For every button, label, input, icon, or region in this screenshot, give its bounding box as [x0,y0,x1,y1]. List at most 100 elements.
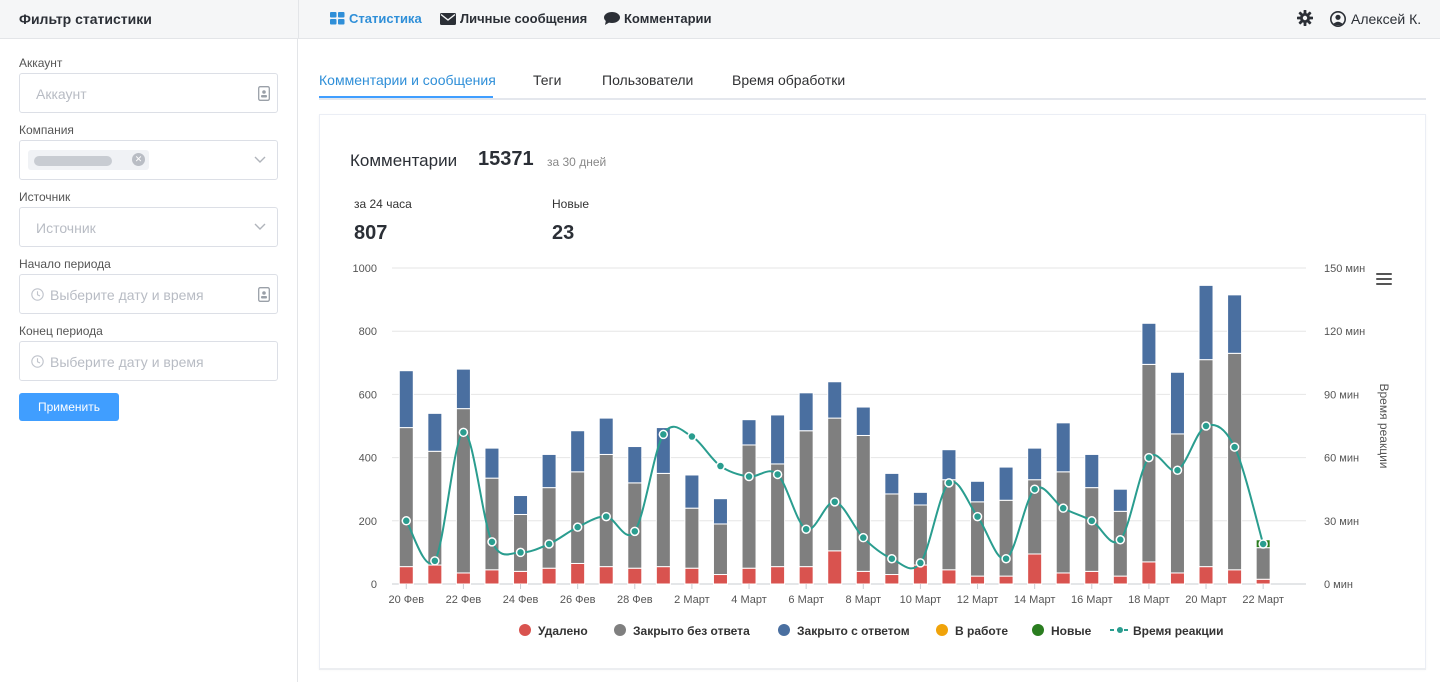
y-tick-label: 1000 [353,263,377,275]
bar-deleted [1255,578,1271,585]
tab-users[interactable]: Пользователи [602,72,694,88]
reaction-time-point [829,497,840,507]
bar-closed-no-reply [1169,433,1185,574]
nav-comments[interactable]: Комментарии [604,11,712,26]
source-label: Источник [19,190,71,204]
bar-deleted [941,569,957,585]
bar-deleted [455,572,471,585]
reaction-time-point [430,556,440,566]
end-label: Конец периода [19,324,103,338]
tab-tags[interactable]: Теги [533,72,562,88]
bar-closed-no-reply [627,482,643,569]
nav-messages[interactable]: Личные сообщения [440,11,587,26]
bar-closed-reply [598,417,614,455]
chevron-down-icon [254,223,266,230]
x-tick-label: 16 Март [1071,594,1113,606]
bar-closed-reply [484,447,500,479]
account-input[interactable]: Аккаунт [19,73,278,113]
legend-deleted-label: Удалено [538,624,588,638]
source-placeholder: Источник [36,220,96,236]
bar-closed-reply [1027,447,1043,481]
bar-deleted [770,566,786,585]
bar-closed-no-reply [513,513,529,572]
bar-deleted [998,575,1014,585]
start-date-input[interactable]: Выберите дату и время [19,274,278,314]
reaction-time-point [744,471,754,482]
bar-closed-reply [884,472,900,495]
legend-new-marker [1032,624,1044,636]
gear-icon[interactable] [1297,10,1313,26]
tab-processing-time[interactable]: Время обработки [732,72,846,88]
bar-closed-no-reply [855,434,871,572]
reaction-time-point [944,478,954,488]
reaction-time-point [544,539,554,549]
bar-deleted [970,575,986,585]
legend-deleted-marker [519,624,531,636]
x-tick-label: 10 Март [900,594,942,606]
bar-closed-reply [684,474,700,509]
y2-tick-label: 150 мин [1324,263,1365,275]
y-tick-label: 400 [359,453,377,465]
user-menu[interactable]: Алексей К. [1330,11,1421,27]
legend-reaction-marker [1117,627,1123,633]
reaction-time-point [401,516,412,526]
tag-remove-icon[interactable]: ✕ [132,153,145,166]
bar-deleted [398,566,414,585]
bar-closed-reply [513,495,529,515]
top-divider [298,0,299,39]
x-tick-label: 4 Март [731,594,767,606]
reaction-time-point [487,537,497,547]
clock-icon [31,355,44,368]
reaction-time-point [458,427,469,438]
y-tick-label: 800 [359,326,377,338]
legend-closed-no-reply-marker [614,624,626,636]
x-tick-label: 22 Фев [446,594,482,606]
bar-closed-reply [855,406,871,436]
top-bar: Фильтр статистики Статистика Личные сооб… [0,0,1440,39]
reaction-time-point [915,558,926,568]
nav-statistics-label: Статистика [349,11,422,26]
nav-messages-label: Личные сообщения [460,11,588,26]
bar-closed-no-reply [1084,487,1100,572]
y2-tick-label: 30 мин [1324,516,1359,528]
reaction-time-point [801,524,811,534]
bar-deleted [655,566,671,585]
reaction-time-point [1087,516,1097,526]
stats-title: Комментарии [350,151,458,170]
y-tick-label: 600 [359,389,377,401]
sidebar-title: Фильтр статистики [19,11,152,27]
apply-button[interactable]: Применить [19,393,119,421]
bar-closed-no-reply [684,507,700,569]
end-placeholder: Выберите дату и время [50,354,204,370]
bar-closed-reply [655,427,671,474]
y2-tick-label: 90 мин [1324,389,1359,401]
bar-closed-reply [1084,453,1100,489]
company-select[interactable]: ✕ [19,140,278,180]
reaction-time-point [601,511,611,522]
end-date-input[interactable]: Выберите дату и время [19,341,278,381]
bar-closed-no-reply [827,417,843,552]
user-avatar-icon [1330,11,1346,27]
bar-closed-no-reply [1055,471,1071,574]
bar-closed-no-reply [770,463,786,568]
reaction-time-point [572,522,583,532]
x-tick-label: 14 Март [1014,594,1056,606]
reaction-time-point [1001,553,1011,564]
bar-closed-reply [1227,294,1243,354]
clock-icon [31,288,44,301]
nav-statistics[interactable]: Статистика [330,11,422,26]
reaction-time-point [772,469,783,480]
source-select[interactable]: Источник [19,207,278,247]
x-tick-label: 20 Фев [388,594,424,606]
day-value: 807 [354,222,388,244]
chart-menu-icon[interactable] [1376,273,1392,287]
x-tick-label: 22 Март [1242,594,1284,606]
tab-comments-messages[interactable]: Комментарии и сообщения [319,72,496,88]
bar-closed-no-reply [1141,363,1157,563]
x-tick-label: 24 Фев [503,594,539,606]
bar-closed-reply [455,368,471,410]
bar-closed-no-reply [712,523,728,576]
reaction-time-point [687,431,697,442]
bar-deleted [855,570,871,585]
company-tag: ✕ [28,150,149,170]
